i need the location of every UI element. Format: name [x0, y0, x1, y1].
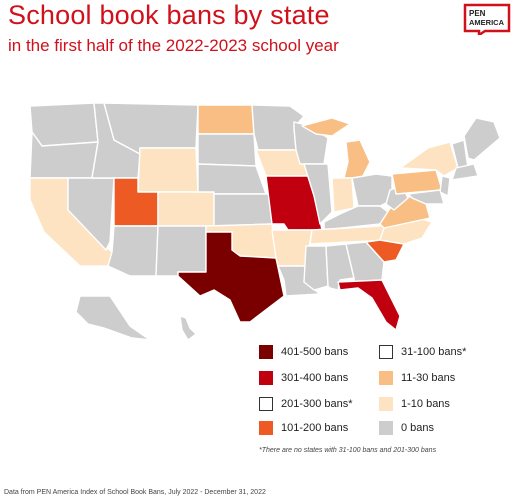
logo-speech-bubble [463, 3, 511, 35]
map-title: School book bans by state [8, 0, 330, 30]
legend-swatch [259, 397, 273, 411]
legend-swatch [379, 345, 393, 359]
legend-label: 201-300 bans* [281, 398, 353, 410]
legend-label: 101-200 bans [281, 422, 349, 434]
legend-label: 11-30 bans [401, 372, 456, 384]
state-indiana [331, 177, 355, 213]
legend-label: 401-500 bans [281, 346, 349, 358]
logo-text-line2: AMERICA [469, 18, 505, 27]
state-illinois [303, 163, 333, 225]
state-north-dakota [197, 104, 255, 135]
legend-swatch [379, 421, 393, 435]
state-arizona [107, 225, 159, 277]
state-maryland-delaware [407, 189, 445, 205]
legend-item-11-30: 11-30 bans [379, 370, 455, 386]
map-subtitle: in the first half of the 2022-2023 schoo… [8, 36, 339, 55]
legend-label: 31-100 bans* [401, 346, 467, 358]
state-michigan-lower [343, 139, 371, 179]
state-wyoming [137, 147, 199, 193]
state-hawaii [179, 315, 197, 341]
state-washington [29, 102, 99, 147]
state-massachusetts-ct-ri [451, 163, 479, 181]
legend-item-201-300: 201-300 bans* [259, 396, 353, 412]
state-new-jersey [439, 175, 451, 197]
logo-text-line1: PEN [469, 9, 486, 18]
data-source-note: Data from PEN America Index of School Bo… [4, 489, 266, 496]
legend-item-101-200: 101-200 bans [259, 420, 348, 436]
state-new-mexico [155, 225, 207, 277]
state-texas [177, 231, 285, 323]
pen-america-logo: PEN AMERICA [463, 3, 511, 35]
legend-label: 0 bans [401, 422, 435, 434]
state-mississippi [303, 245, 329, 291]
legend-item-0: 0 bans [379, 420, 434, 436]
legend-swatch [259, 421, 273, 435]
state-colorado [157, 191, 215, 227]
state-maine [463, 117, 501, 161]
legend-label: 301-400 bans [281, 372, 349, 384]
state-south-carolina [365, 239, 405, 263]
legend-swatch [379, 397, 393, 411]
state-michigan-upper [301, 117, 351, 137]
legend-footnote: *There are no states with 31-100 bans an… [259, 447, 437, 454]
state-alaska [75, 295, 151, 341]
state-nebraska [197, 163, 267, 195]
legend-swatch [259, 345, 273, 359]
legend-item-401-500: 401-500 bans [259, 344, 348, 360]
legend-item-31-100: 31-100 bans* [379, 344, 466, 360]
us-state-map [29, 102, 501, 341]
state-ohio [351, 173, 393, 207]
legend-item-301-400: 301-400 bans [259, 370, 348, 386]
legend-label: 1-10 bans [401, 398, 450, 410]
state-florida [337, 279, 401, 331]
state-kansas [213, 193, 273, 227]
state-south-dakota [197, 133, 257, 167]
legend-swatch [259, 371, 273, 385]
legend-item-1-10: 1-10 bans [379, 396, 450, 412]
legend-swatch [379, 371, 393, 385]
